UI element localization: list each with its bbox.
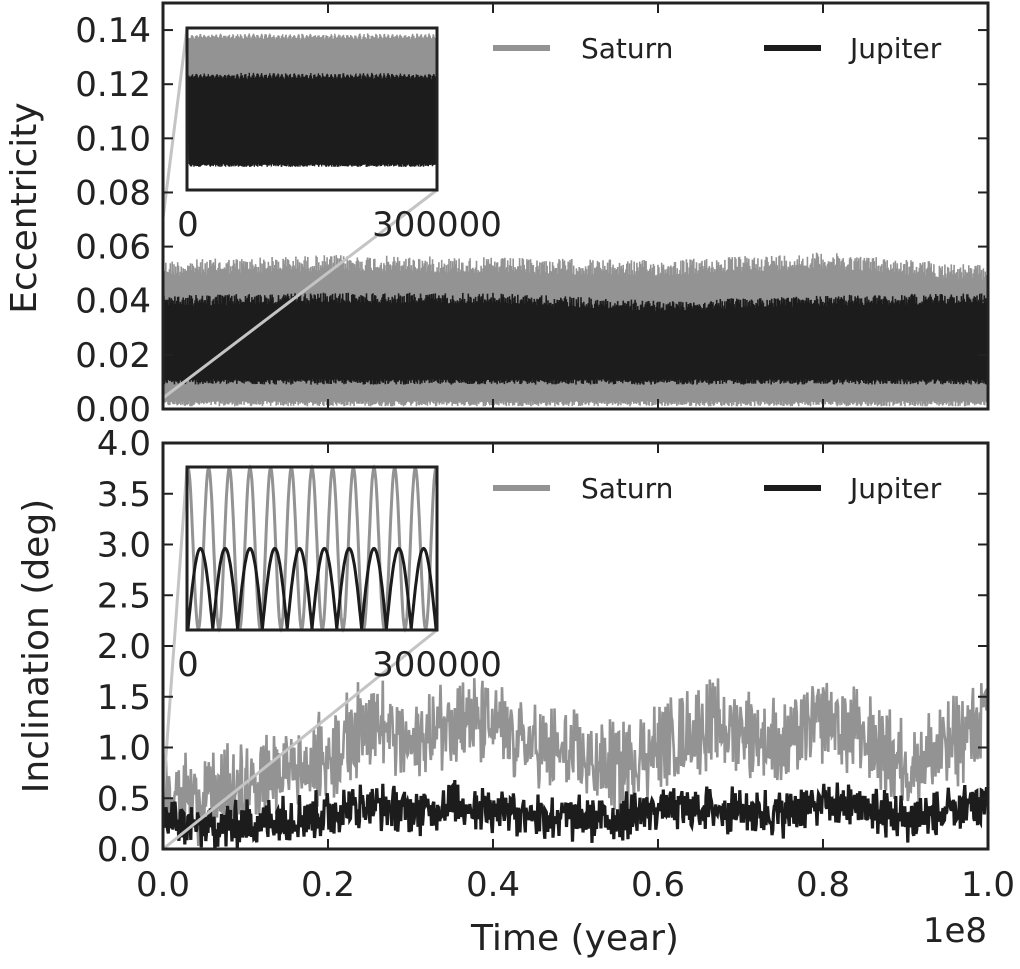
eccentricity-panel: 0.00 0.02 0.04 0.06 0.08 0.10 0.12 0.14 Eccentr…: [4, 1, 990, 430]
inclination-ytick-label: 2.0: [97, 627, 151, 667]
inclination-inset: 0 300000: [177, 464, 502, 685]
time-xtick-label: 0.8: [796, 865, 850, 905]
time-xtick-label: 0.2: [301, 865, 355, 905]
eccentricity-ytick-label: 0.06: [75, 228, 151, 268]
eccentricity-inset-xtick-1: 300000: [372, 205, 502, 245]
eccentricity-series-jupiter: [162, 292, 990, 385]
eccentricity-ytick-label: 0.08: [75, 173, 151, 213]
time-xtick-label: 0.0: [136, 865, 190, 905]
inclination-ytick-label: 2.5: [97, 576, 151, 616]
inclination-plot-frame: [161, 441, 990, 851]
time-x-axis-title: Time (year): [470, 918, 679, 959]
eccentricity-inset-frame: [185, 26, 439, 192]
inclination-zoom-line-lower: [162, 628, 438, 851]
legend-saturn-label: Saturn: [581, 472, 673, 505]
inclination-ytick-label: 3.5: [97, 475, 151, 515]
inclination-panel: 0.0 0.5 1.0 1.5 2.0 2.5 3.0 3.5 4.0 0.0 0.2 0.4 0.6…: [16, 3, 1015, 959]
inclination-zoom-lines: [161, 466, 438, 851]
eccentricity-ytick-label: 0.14: [75, 11, 151, 51]
inclination-zoom-line-upper: [161, 466, 189, 798]
eccentricity-y-ticks: 0.00 0.02 0.04 0.06 0.08 0.10 0.12 0.14: [75, 11, 988, 430]
eccentricity-ytick-label: 0.04: [75, 282, 151, 322]
eccentricity-ytick-label: 0.12: [75, 65, 151, 105]
inclination-ytick-label: 4.0: [97, 424, 151, 464]
inclination-series-group: [161, 678, 990, 850]
eccentricity-y-axis-title: Eccentricity: [4, 102, 45, 313]
eccentricity-ytick-label: 0.00: [75, 390, 151, 430]
inclination-inset-xtick-0: 0: [177, 645, 199, 685]
legend-jupiter-label: Jupiter: [848, 32, 942, 65]
time-xtick-label: 1.0: [961, 865, 1015, 905]
inclination-ytick-label: 0.5: [97, 779, 151, 819]
inclination-ytick-label: 1.0: [97, 729, 151, 769]
inclination-ytick-label: 1.5: [97, 678, 151, 718]
inclination-ytick-label: 3.0: [97, 526, 151, 566]
eccentricity-plot-frame: [161, 1, 990, 411]
eccentricity-zoom-line-lower: [162, 188, 438, 400]
inclination-inset-xtick-1: 300000: [372, 645, 502, 685]
eccentricity-series-group: [162, 252, 990, 407]
eccentricity-zoom-lines: [161, 27, 438, 400]
eccentricity-inset-series-jupiter: [188, 72, 436, 167]
time-x-ticks: 0.0 0.2 0.4 0.6 0.8 1.0: [136, 3, 1015, 905]
inclination-series-saturn: [161, 678, 990, 846]
eccentricity-inset-series: [188, 33, 436, 167]
eccentricity-legend: Saturn Jupiter: [493, 32, 942, 65]
eccentricity-inset-xtick-0: 0: [177, 205, 199, 245]
inclination-ytick-label: 0.0: [97, 830, 151, 870]
inclination-legend: Saturn Jupiter: [493, 472, 942, 505]
eccentricity-ytick-label: 0.02: [75, 336, 151, 376]
eccentricity-ytick-label: 0.10: [75, 119, 151, 159]
inclination-y-axis-title: Inclination (deg): [16, 499, 57, 793]
inclination-y-ticks: 0.0 0.5 1.0 1.5 2.0 2.5 3.0 3.5 4.0: [97, 424, 988, 870]
legend-saturn-label: Saturn: [581, 32, 673, 65]
inclination-inset-frame: [185, 465, 439, 632]
legend-jupiter-label: Jupiter: [848, 472, 942, 505]
time-xtick-label: 0.4: [466, 865, 520, 905]
inclination-inset-bg: [187, 467, 437, 630]
eccentricity-zoom-line-upper: [161, 27, 189, 219]
eccentricity-inset: 0 300000: [177, 26, 502, 245]
inclination-series-jupiter: [161, 779, 990, 850]
time-x-offset-label: 1e8: [923, 911, 987, 951]
time-xtick-label: 0.6: [631, 865, 685, 905]
